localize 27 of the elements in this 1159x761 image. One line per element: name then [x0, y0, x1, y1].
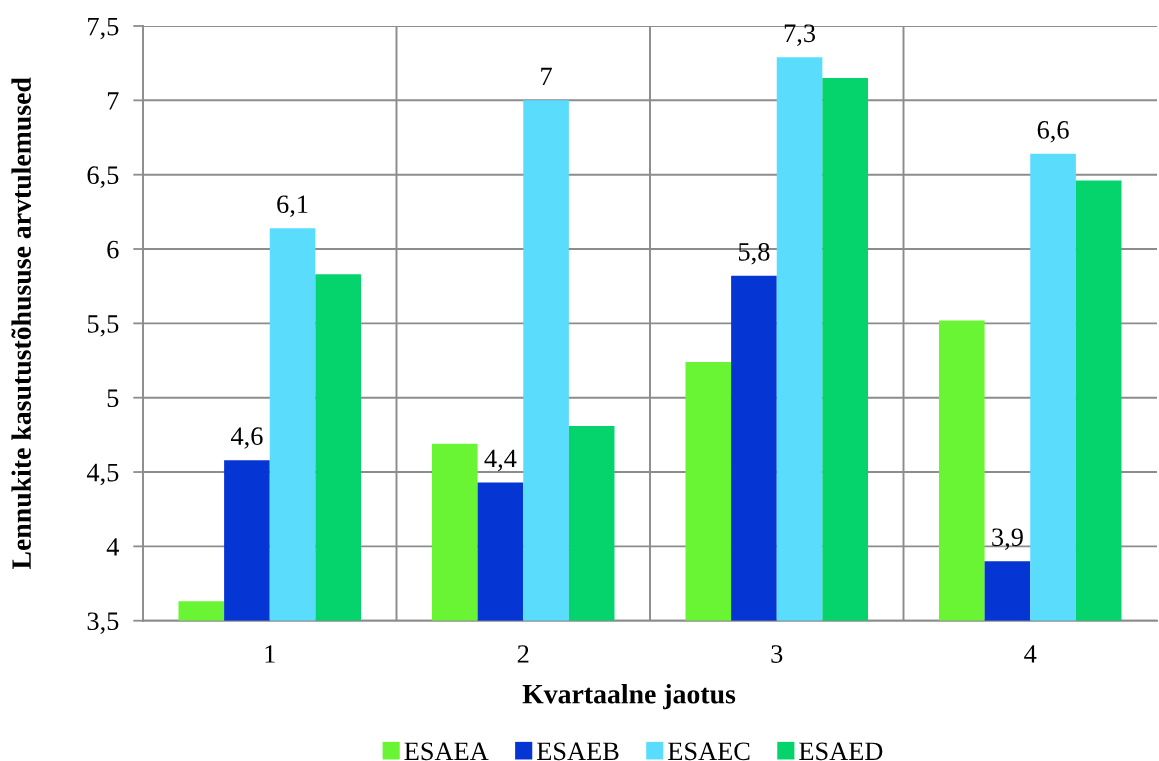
- y-tick-label: 7: [107, 92, 119, 110]
- data-label: 5,8: [738, 242, 770, 265]
- legend-label: ESAEA: [404, 742, 489, 761]
- y-tick-label: 5: [107, 389, 119, 408]
- data-label: 3,9: [992, 528, 1023, 550]
- x-axis-title: Kvartaalne jaotus: [522, 684, 736, 710]
- x-tick-label: 1: [265, 645, 275, 663]
- data-label: 6,6: [1037, 121, 1069, 143]
- data-label: 7,3: [784, 24, 816, 46]
- y-tick-label: 6: [107, 240, 119, 259]
- y-tick-label: 6,5: [87, 166, 119, 188]
- data-label: 4,6: [230, 427, 263, 449]
- legend-label: ESAED: [799, 742, 883, 761]
- data-label: 4,4: [484, 449, 517, 472]
- y-tick-label: 5,5: [87, 315, 119, 337]
- y-tick-label: 4: [106, 538, 119, 556]
- data-label: 7: [541, 67, 552, 85]
- x-tick-label: 3: [771, 645, 783, 663]
- y-tick-label: 4,5: [86, 463, 119, 486]
- x-tick-label: 2: [517, 645, 529, 663]
- legend-label: ESAEB: [536, 742, 619, 761]
- y-tick-label: 3,5: [87, 612, 119, 634]
- x-tick-label: 4: [1024, 645, 1037, 663]
- y-axis-title: Lennukite kasutustõhususe arvtulemused: [11, 77, 32, 570]
- data-label: 6,1: [277, 195, 308, 217]
- legend-label: ESAEC: [668, 742, 750, 761]
- y-tick-label: 7,5: [88, 17, 119, 40]
